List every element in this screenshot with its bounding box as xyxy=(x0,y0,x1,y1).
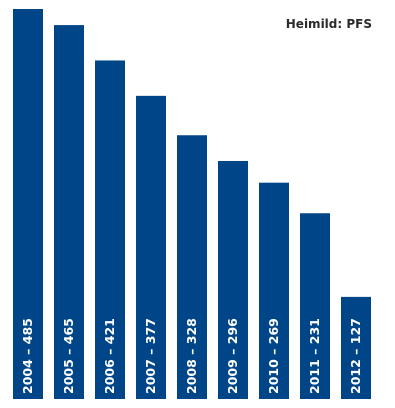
bar-label-2009: 2009 – 296 xyxy=(225,318,240,394)
bar-label-2004: 2004 – 485 xyxy=(20,318,35,394)
bar-2010 xyxy=(259,182,289,399)
bar-2004 xyxy=(13,9,43,399)
bar-label-2012: 2012 – 127 xyxy=(348,318,363,394)
bar-label-2006: 2006 – 421 xyxy=(102,318,117,394)
bar-label-2005: 2005 – 465 xyxy=(61,318,76,394)
bar-label-2011: 2011 – 231 xyxy=(307,318,322,394)
bars-group xyxy=(13,9,371,400)
bar-2009 xyxy=(218,160,248,399)
bar-2005 xyxy=(54,25,84,400)
bar-label-2010: 2010 – 269 xyxy=(266,318,281,394)
bar-2008 xyxy=(177,135,207,399)
bar-labels-group: 2004 – 485 2005 – 465 2006 – 421 2007 – 377… xyxy=(20,318,363,394)
bar-2006 xyxy=(95,60,125,399)
bar-2011 xyxy=(300,213,330,399)
bar-label-2007: 2007 – 377 xyxy=(143,318,158,394)
source-label: Heimild: PFS xyxy=(286,17,372,31)
bar-2007 xyxy=(136,95,166,399)
bar-2012 xyxy=(341,296,371,399)
bar-label-2008: 2008 – 328 xyxy=(184,318,199,394)
